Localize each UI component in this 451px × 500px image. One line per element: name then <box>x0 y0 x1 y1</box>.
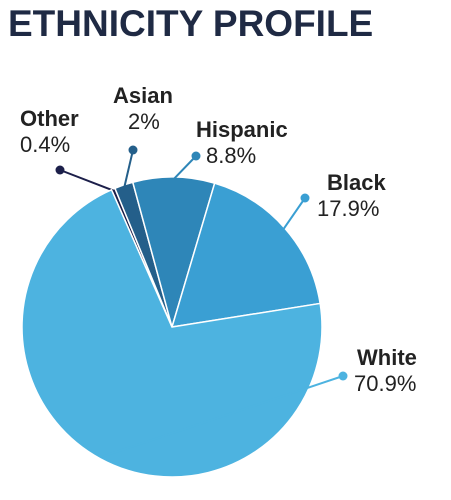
leader-dot <box>191 151 201 161</box>
leader-line <box>123 149 134 188</box>
pie-slice <box>131 176 216 330</box>
slice-value: 0.4% <box>20 132 70 157</box>
slice-value: 17.9% <box>317 196 379 221</box>
slice-value: 70.9% <box>354 371 416 396</box>
leader-line <box>173 155 197 180</box>
leader-line <box>59 169 115 192</box>
leader-line <box>100 375 344 458</box>
leader-dot <box>338 371 348 381</box>
leader-dot <box>128 145 138 155</box>
leader-dot <box>55 165 65 175</box>
leader-dot <box>300 193 310 203</box>
slice-name: Hispanic <box>196 117 288 142</box>
slice-name: White <box>357 345 417 370</box>
slice-name: Black <box>327 170 386 195</box>
pie-slice <box>21 188 323 478</box>
slice-name: Asian <box>113 83 173 108</box>
leader-line <box>282 197 306 230</box>
slice-name: Other <box>20 106 79 131</box>
slice-value: 8.8% <box>206 143 256 168</box>
chart-title: ETHNICITY PROFILE <box>8 3 373 44</box>
slice-value: 2% <box>128 109 160 134</box>
